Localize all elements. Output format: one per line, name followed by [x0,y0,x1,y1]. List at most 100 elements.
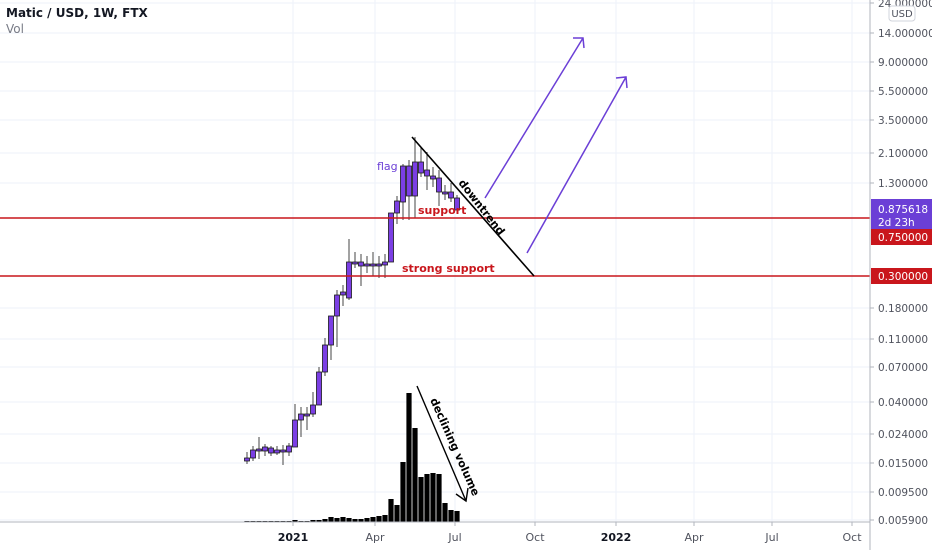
currency-badge-label: USD [891,9,913,20]
candle [328,315,334,360]
candle [436,170,442,206]
candle [430,167,436,187]
candle [304,407,310,430]
candle [370,252,376,276]
price-tick-label: 14.000000 [878,28,932,40]
volume-bar [406,393,412,522]
currency-badge[interactable] [888,5,916,22]
candle [244,452,250,464]
price-tick-label: 0.040000 [878,397,928,409]
svg-text:0.875618: 0.875618 [878,204,928,216]
volume-bar [412,428,418,522]
vertical-gridlines [292,0,853,522]
volume-bar [316,520,322,522]
volume-bar [430,473,436,522]
candle [322,338,328,376]
price-tick-label: 1.300000 [878,178,928,190]
volume-bar [424,474,430,522]
time-tick-label: Oct [842,531,862,544]
candle [286,443,292,456]
volume-indicator-label[interactable]: Vol [6,22,24,36]
current-price-tag: 0.875618 2d 23h [871,199,932,229]
time-tick-label: Jul [764,531,778,544]
price-tick-label: 0.110000 [878,334,928,346]
svg-text:2d 23h: 2d 23h [878,217,915,229]
volume-bar [364,518,370,522]
volume-histogram [244,393,460,522]
candle [388,212,394,263]
volume-bar [436,474,442,522]
price-tick-label: 0.070000 [878,362,928,374]
time-tick-label: Jul [447,531,461,544]
declining-volume-arrow[interactable] [416,385,469,503]
candle [292,404,298,448]
candle [298,407,304,437]
candle [442,185,448,200]
volume-bar [418,477,424,522]
time-tick-label: 2021 [278,531,309,544]
volume-bar [454,511,460,522]
candle [256,437,262,459]
candle [352,252,358,268]
candle [262,444,268,456]
candle [310,392,316,417]
candle [400,164,406,220]
svg-text:0.750000: 0.750000 [878,232,928,244]
candle [448,183,454,202]
support-price-tag: 0.750000 [871,229,932,245]
price-tick-label: 0.005900 [878,515,928,527]
volume-bar [346,518,352,522]
volume-bar [400,462,406,522]
time-tick-label: Apr [684,531,704,544]
volume-bar [328,517,334,522]
volume-bar [370,517,376,522]
time-tick-label: Apr [365,531,385,544]
volume-bar [388,499,394,522]
projection-arrow-lower[interactable] [526,76,628,254]
candle [346,239,352,300]
volume-bar [310,520,316,522]
price-axis[interactable]: 24.000000 14.000000 9.000000 5.500000 3.5000… [869,0,932,550]
candle [412,137,418,218]
flag-annotation[interactable]: flag [377,160,398,173]
volume-bar [322,519,328,522]
candle [268,446,274,456]
time-axis[interactable]: 2021 Apr Jul Oct 2022 Apr Jul Oct [0,521,870,544]
candle [364,256,370,273]
volume-bar [358,519,364,522]
price-tick-label: 0.180000 [878,303,928,315]
svg-text:0.300000: 0.300000 [878,271,928,283]
volume-bar [376,516,382,522]
symbol-title[interactable]: Matic / USD, 1W, FTX [6,6,148,20]
candle [274,446,280,455]
volume-bar [292,520,298,522]
support-annotation[interactable]: support [418,204,466,217]
candle [418,148,424,177]
candle [358,254,364,286]
volume-bar [442,503,448,522]
strong-support-price-tag: 0.300000 [871,268,932,284]
downtrend-line[interactable] [411,136,535,277]
price-tick-label: 0.015000 [878,458,928,470]
candle [340,285,346,306]
projection-arrow-upper[interactable] [484,37,585,199]
price-tick-label: 5.500000 [878,86,928,98]
price-tick-label: 3.500000 [878,115,928,127]
volume-bar [448,510,454,522]
time-tick-label: Oct [525,531,545,544]
chart-legend: Matic / USD, 1W, FTX Vol [6,5,148,37]
candlestick-series [244,137,460,465]
volume-bar [394,505,400,522]
candle [316,367,322,406]
time-tick-label: 2022 [601,531,632,544]
candle [406,160,412,220]
price-tick-label: 9.000000 [878,57,928,69]
strong-support-annotation[interactable]: strong support [402,262,495,275]
candle [280,445,286,465]
candle [250,446,256,461]
candle [424,152,430,190]
candle [376,256,382,278]
candle [394,196,400,224]
